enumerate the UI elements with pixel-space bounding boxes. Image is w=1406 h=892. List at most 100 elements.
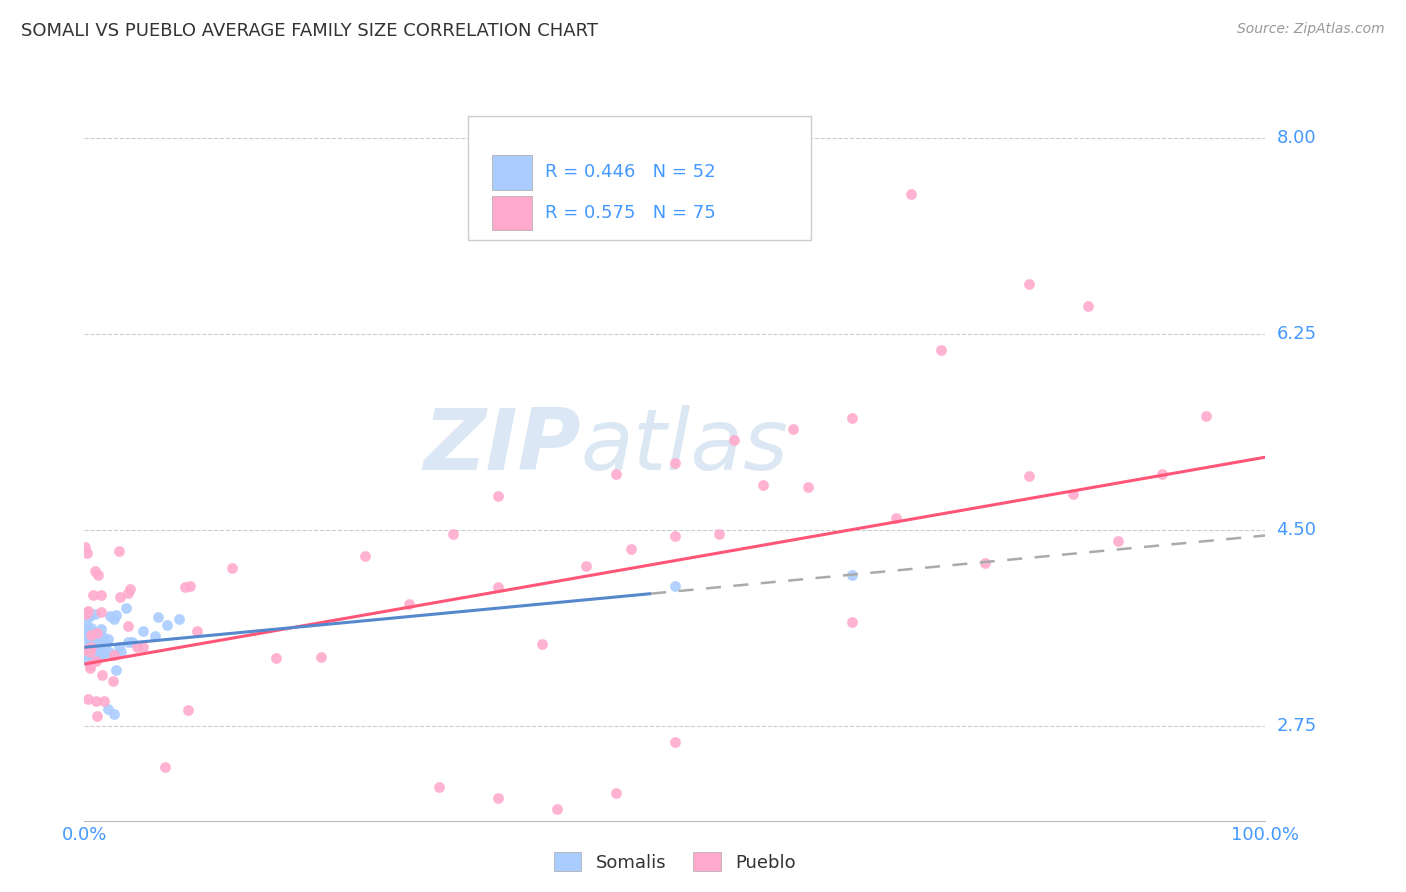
- Point: [264, 650, 288, 665]
- Point: [101, 648, 124, 663]
- Text: 8.00: 8.00: [1277, 129, 1316, 147]
- Point: [76, 647, 98, 661]
- Point: [605, 467, 627, 481]
- Point: [86, 626, 108, 640]
- Point: [167, 612, 190, 626]
- Point: [841, 411, 863, 425]
- Point: [118, 582, 141, 596]
- Point: [108, 640, 131, 654]
- Point: [86, 709, 108, 723]
- Point: [546, 802, 568, 816]
- Point: [75, 615, 97, 629]
- Point: [664, 456, 686, 470]
- Point: [146, 609, 169, 624]
- Point: [83, 649, 105, 664]
- Point: [91, 645, 114, 659]
- Point: [929, 343, 952, 358]
- Text: ZIP: ZIP: [423, 404, 581, 488]
- Point: [186, 624, 208, 638]
- Point: [103, 674, 125, 689]
- Point: [83, 641, 105, 656]
- FancyBboxPatch shape: [468, 116, 811, 240]
- Point: [86, 643, 108, 657]
- Point: [103, 707, 125, 722]
- Point: [75, 621, 97, 635]
- Point: [82, 588, 104, 602]
- Point: [79, 608, 101, 623]
- Point: [797, 480, 820, 494]
- Point: [79, 634, 101, 648]
- FancyBboxPatch shape: [492, 155, 531, 190]
- Point: [752, 478, 775, 492]
- Point: [86, 654, 108, 668]
- Point: [723, 187, 745, 202]
- Point: [104, 664, 127, 678]
- Point: [619, 541, 641, 556]
- Point: [531, 637, 554, 651]
- Point: [156, 618, 179, 632]
- Point: [1077, 299, 1099, 313]
- Text: R = 0.575   N = 75: R = 0.575 N = 75: [546, 204, 716, 222]
- Point: [723, 434, 745, 448]
- Point: [91, 630, 114, 644]
- Point: [75, 627, 97, 641]
- Point: [398, 597, 420, 611]
- Point: [84, 632, 107, 647]
- Point: [664, 529, 686, 543]
- Point: [108, 590, 131, 604]
- FancyBboxPatch shape: [492, 195, 531, 230]
- Point: [664, 735, 686, 749]
- Point: [98, 609, 121, 624]
- Text: 6.25: 6.25: [1277, 326, 1316, 343]
- Point: [153, 760, 176, 774]
- Point: [91, 668, 114, 682]
- Point: [79, 632, 101, 646]
- Text: 4.50: 4.50: [1277, 521, 1316, 539]
- Point: [121, 635, 143, 649]
- Point: [427, 780, 450, 794]
- Point: [86, 645, 108, 659]
- Point: [1195, 409, 1218, 424]
- Point: [841, 615, 863, 629]
- Point: [1150, 467, 1173, 481]
- Point: [90, 636, 112, 650]
- Point: [76, 632, 98, 646]
- Point: [84, 650, 107, 665]
- Point: [97, 632, 120, 646]
- Point: [76, 628, 98, 642]
- Point: [83, 564, 105, 578]
- Legend: Somalis, Pueblo: Somalis, Pueblo: [547, 846, 803, 879]
- Point: [80, 628, 103, 642]
- Point: [127, 640, 149, 655]
- Text: R = 0.446   N = 52: R = 0.446 N = 52: [546, 163, 716, 181]
- Point: [76, 621, 98, 635]
- Point: [664, 579, 686, 593]
- Text: SOMALI VS PUEBLO AVERAGE FAMILY SIZE CORRELATION CHART: SOMALI VS PUEBLO AVERAGE FAMILY SIZE COR…: [21, 22, 598, 40]
- Point: [73, 642, 96, 657]
- Point: [103, 612, 125, 626]
- Point: [1107, 534, 1129, 549]
- Point: [79, 645, 101, 659]
- Point: [86, 625, 108, 640]
- Point: [117, 619, 139, 633]
- Point: [105, 607, 128, 622]
- Point: [575, 559, 598, 574]
- Point: [77, 626, 100, 640]
- Point: [177, 702, 200, 716]
- Point: [486, 489, 509, 503]
- Point: [75, 607, 97, 622]
- Text: 2.75: 2.75: [1277, 716, 1317, 735]
- Point: [443, 527, 465, 541]
- Point: [132, 640, 155, 654]
- Point: [117, 635, 139, 649]
- Point: [1063, 487, 1085, 501]
- Point: [84, 694, 107, 708]
- Point: [900, 187, 922, 202]
- Point: [83, 641, 105, 656]
- Point: [110, 644, 132, 658]
- Point: [84, 607, 107, 621]
- Point: [77, 604, 100, 618]
- Point: [354, 549, 377, 564]
- Point: [90, 622, 112, 636]
- Point: [1018, 469, 1040, 483]
